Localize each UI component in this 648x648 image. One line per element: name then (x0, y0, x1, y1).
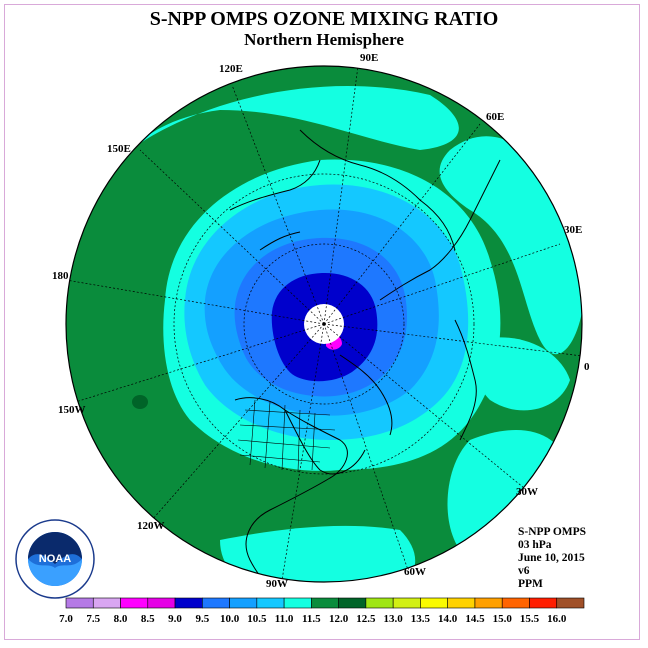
info-instrument: S-NPP OMPS (518, 526, 587, 538)
plot-frame (4, 4, 640, 640)
contour-cyan-east2 (473, 337, 570, 411)
colorbar-swatch (474, 597, 503, 609)
colorbar-tick-label: 10.5 (247, 613, 267, 625)
map-subtitle: Northern Hemisphere (244, 30, 404, 49)
colorbar-swatch (202, 597, 230, 609)
colorbar-swatch (283, 597, 312, 609)
colorbar-swatch (365, 597, 394, 609)
colorbar-tick-label: 9.5 (195, 613, 209, 625)
colorbar-tick-label: 7.5 (86, 613, 100, 625)
lon-label-150e: 150E (107, 143, 131, 155)
colorbar-tick-label: 7.0 (59, 613, 73, 625)
info-units: PPM (518, 578, 543, 590)
colorbar-swatch (447, 597, 476, 609)
colorbar-tick-label: 10.0 (220, 613, 240, 625)
colorbar-tick-label: 12.0 (329, 613, 349, 625)
colorbar-tick-label: 8.5 (141, 613, 155, 625)
colorbar-tick-label: 11.5 (302, 613, 321, 625)
colorbar-swatch (120, 597, 149, 609)
colorbar-tick-label: 14.5 (465, 613, 485, 625)
lon-label-90w: 90W (266, 578, 288, 590)
lon-label-0: 0 (584, 361, 590, 373)
colorbar-tick-label: 8.0 (114, 613, 128, 625)
colorbar-tick-label: 12.5 (356, 613, 376, 625)
info-level: 03 hPa (518, 539, 552, 551)
info-date: June 10, 2015 (518, 552, 585, 564)
lon-label-150w: 150W (58, 404, 86, 416)
colorbar-swatch (229, 597, 258, 609)
colorbar-swatch (420, 597, 448, 609)
lon-label-120e: 120E (219, 63, 243, 75)
info-block: S-NPP OMPS 03 hPa June 10, 2015 v6 PPM (518, 526, 586, 591)
colorbar-swatch (338, 597, 367, 609)
colorbar-swatch (92, 597, 121, 609)
contour-dark-green-spot (132, 395, 148, 409)
graticule (66, 66, 582, 581)
colorbar-tick-label: 13.5 (411, 613, 431, 625)
lon-label-30e: 30E (564, 224, 582, 236)
noaa-logo-text: NOAA (39, 553, 71, 565)
colorbar-tick-label: 9.0 (168, 613, 182, 625)
colorbar-tick-label: 13.0 (384, 613, 404, 625)
colorbar-tick-label: 11.0 (275, 613, 294, 625)
lon-label-60e: 60E (486, 111, 504, 123)
colorbar-swatch (501, 597, 530, 609)
noaa-logo-water (28, 559, 82, 586)
colorbar-swatch (392, 597, 421, 609)
noaa-logo-bird (28, 532, 82, 564)
colorbar-tick-label: 16.0 (547, 613, 567, 625)
state-boundaries (237, 399, 336, 473)
lon-label-90e: 90E (360, 52, 378, 64)
colorbar-tick-label: 15.0 (493, 613, 513, 625)
colorbar-swatch (65, 597, 94, 609)
info-version: v6 (518, 565, 530, 577)
noaa-logo: NOAA (15, 519, 95, 599)
colorbar-swatch (147, 597, 176, 609)
lon-label-30w: 30W (516, 486, 538, 498)
map-title: S-NPP OMPS OZONE MIXING RATIO (149, 8, 499, 30)
contour-cyan-north (130, 86, 459, 150)
lon-label-180: 180 (52, 270, 69, 282)
lon-label-120w: 120W (137, 520, 165, 532)
colorbar-tick-label: 14.0 (438, 613, 458, 625)
colorbar-tick-label: 15.5 (520, 613, 540, 625)
colorbar-swatch (556, 597, 585, 609)
colorbar-swatch (174, 597, 203, 609)
map-border (65, 65, 583, 583)
ozone-field (66, 66, 582, 582)
colorbar-swatch (529, 597, 558, 609)
lon-label-60w: 60W (404, 566, 426, 578)
colorbar-swatch (311, 597, 339, 609)
colorbar-swatch (256, 597, 285, 609)
